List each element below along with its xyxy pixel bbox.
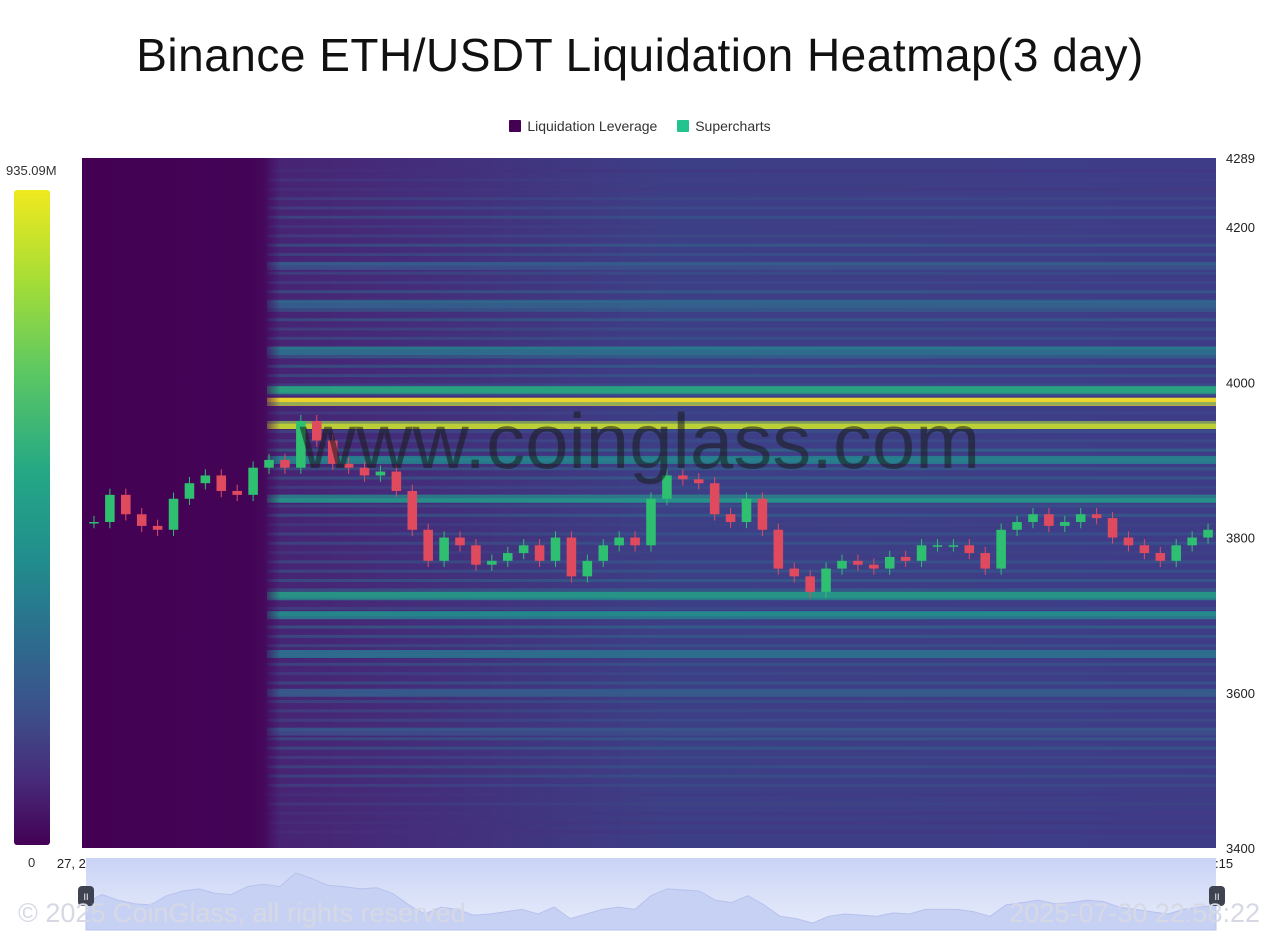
y-tick-label: 3400 <box>1226 841 1255 856</box>
colorbar <box>14 190 50 845</box>
y-tick-label: 3800 <box>1226 531 1255 546</box>
candle-body <box>1075 514 1086 523</box>
candle-body <box>184 483 195 499</box>
candle-body <box>121 494 131 515</box>
candle-body <box>534 545 545 561</box>
candle-body <box>296 421 306 468</box>
candle-body <box>1171 545 1181 561</box>
candle-body <box>884 556 895 569</box>
candle-body <box>1155 553 1166 561</box>
candle-body <box>152 525 163 530</box>
candle-body <box>105 494 115 523</box>
copyright-text: © 2025 CoinGlass, all rights reserved <box>18 898 466 928</box>
svg-text:II: II <box>1214 892 1219 902</box>
candle-body <box>837 560 847 569</box>
price-candles <box>89 414 1213 599</box>
candle-body <box>741 498 752 523</box>
chart-title: Binance ETH/USDT Liquidation Heatmap(3 d… <box>136 29 1144 81</box>
y-tick-label: 4200 <box>1226 220 1255 235</box>
colorbar-max-label: 935.09M <box>6 163 57 178</box>
y-tick-label: 4289 <box>1226 151 1255 166</box>
candle-body <box>948 545 959 547</box>
candle-body <box>789 568 800 577</box>
candle-body <box>280 459 290 468</box>
legend-item-liquidation-leverage[interactable]: Liquidation Leverage <box>509 118 657 134</box>
candle-body <box>1012 522 1022 530</box>
legend-item-supercharts[interactable]: Supercharts <box>677 118 771 134</box>
candle-body <box>550 537 561 561</box>
candle-body <box>757 498 768 530</box>
candle-body <box>216 475 227 491</box>
candle-body <box>375 471 386 476</box>
candle-body <box>964 545 975 554</box>
candle-body <box>773 529 784 569</box>
candle-body <box>1139 545 1150 554</box>
legend-swatch-liquidation-leverage <box>509 120 522 132</box>
candle-body <box>932 545 943 547</box>
candle-body <box>900 556 911 561</box>
candle-body <box>168 498 179 530</box>
candle-body <box>518 545 529 554</box>
legend-label-supercharts: Supercharts <box>695 118 771 134</box>
candle-body <box>312 421 322 441</box>
candle-body <box>598 545 609 561</box>
candle-body <box>693 479 704 484</box>
candle-body <box>646 498 656 546</box>
candle-body <box>1123 537 1134 546</box>
candle-body <box>582 560 593 577</box>
candle-body <box>502 553 513 561</box>
candle-body <box>566 537 577 577</box>
candle-body <box>455 537 465 546</box>
svg-text:II: II <box>83 892 88 902</box>
candle-body <box>709 483 720 515</box>
candle-body <box>630 537 640 546</box>
candle-body <box>869 564 879 569</box>
candle-body <box>248 467 258 495</box>
watermark: www.coinglass.com <box>299 397 981 485</box>
candle-body <box>1203 529 1213 538</box>
candle-body <box>471 545 481 565</box>
y-axis: 4289 4200 4000 3800 3600 3400 <box>1226 151 1255 856</box>
candle-body <box>1060 522 1070 526</box>
candle-body <box>805 576 815 592</box>
colorbar-min-label: 0 <box>28 855 36 870</box>
candle-body <box>232 490 242 495</box>
candle-body <box>136 514 147 526</box>
candle-body <box>996 529 1006 569</box>
candle-body <box>1028 514 1038 523</box>
candle-body <box>1091 514 1102 519</box>
brush-handle-right[interactable]: II <box>1209 886 1225 906</box>
brush-handle-left[interactable]: II <box>78 886 94 906</box>
legend: Liquidation Leverage Supercharts <box>0 118 1280 135</box>
legend-swatch-supercharts <box>677 120 690 132</box>
candle-body <box>89 522 99 524</box>
timestamp-text: 2025-07-30 22:58:22 <box>1009 898 1260 928</box>
candle-body <box>487 560 497 565</box>
candle-body <box>678 475 688 480</box>
range-brush-line <box>85 872 1217 931</box>
candle-body <box>343 463 354 468</box>
candle-body <box>391 471 402 491</box>
candle-body <box>853 560 863 565</box>
candle-body <box>200 475 211 484</box>
candle-body <box>1107 518 1118 538</box>
candle-body <box>980 553 990 569</box>
y-tick-label: 3600 <box>1226 686 1255 701</box>
candle-body <box>916 545 927 561</box>
candle-body <box>1044 514 1054 526</box>
candle-body <box>423 529 433 561</box>
y-tick-label: 4000 <box>1226 375 1255 390</box>
candle-body <box>407 490 418 530</box>
candle-body <box>821 568 831 592</box>
candle-body <box>264 459 274 468</box>
candle-body <box>614 537 624 546</box>
candle-body <box>327 440 338 464</box>
candle-body <box>1187 537 1197 546</box>
candle-body <box>359 467 370 476</box>
candle-body <box>662 475 672 499</box>
candle-body <box>725 514 736 523</box>
legend-label-liquidation-leverage: Liquidation Leverage <box>527 118 658 134</box>
candle-body <box>439 537 449 561</box>
